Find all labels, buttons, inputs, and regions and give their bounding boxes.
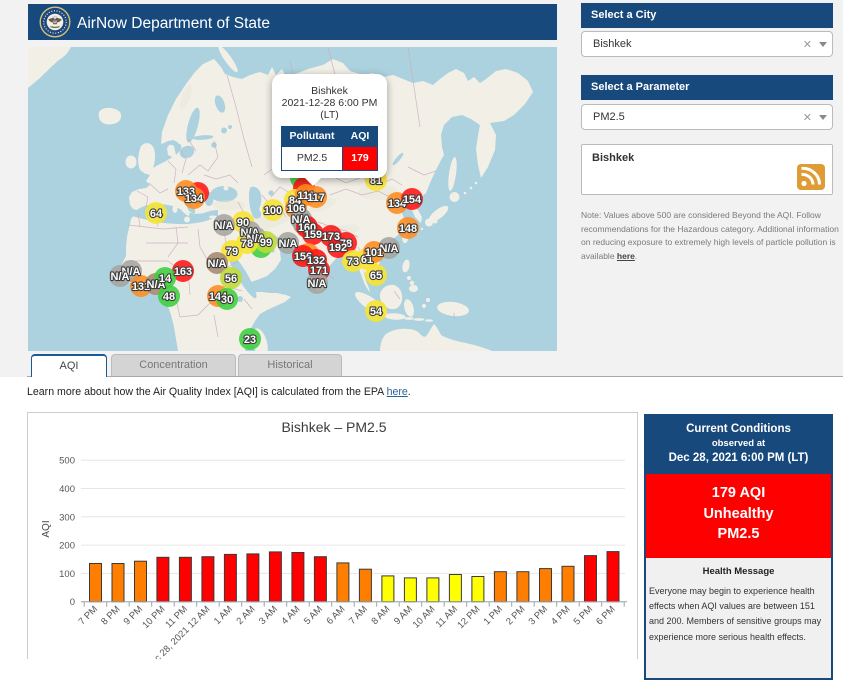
svg-text:100: 100 <box>264 205 282 217</box>
svg-text:23: 23 <box>244 334 256 346</box>
svg-text:56: 56 <box>225 273 237 285</box>
svg-text:64: 64 <box>150 208 163 220</box>
svg-text:61: 61 <box>361 254 373 266</box>
svg-text:N/A: N/A <box>215 220 234 232</box>
svg-text:10 PM: 10 PM <box>140 604 167 631</box>
svg-text:163: 163 <box>174 266 192 278</box>
svg-text:5 PM: 5 PM <box>572 604 596 628</box>
svg-text:192: 192 <box>329 242 347 254</box>
svg-text:78: 78 <box>340 238 352 250</box>
svg-text:0: 0 <box>70 597 75 608</box>
svg-text:48: 48 <box>163 291 175 303</box>
svg-text:1 AM: 1 AM <box>212 604 235 627</box>
svg-text:6 PM: 6 PM <box>594 604 618 628</box>
svg-text:134: 134 <box>185 193 204 205</box>
svg-text:400: 400 <box>59 484 75 495</box>
svg-text:7 PM: 7 PM <box>77 604 101 628</box>
svg-text:101: 101 <box>365 247 383 259</box>
svg-text:156: 156 <box>294 251 312 263</box>
svg-text:N/A: N/A <box>111 271 130 283</box>
svg-text:8 AM: 8 AM <box>369 604 392 627</box>
svg-text:3 PM: 3 PM <box>527 604 551 628</box>
svg-text:N/A: N/A <box>147 279 166 291</box>
svg-text:3 AM: 3 AM <box>257 604 280 627</box>
svg-text:N/A: N/A <box>279 238 298 250</box>
svg-text:65: 65 <box>370 270 382 282</box>
svg-text:2 PM: 2 PM <box>504 604 528 628</box>
svg-text:6 AM: 6 AM <box>324 604 347 627</box>
svg-text:173: 173 <box>322 231 340 243</box>
svg-text:N/A: N/A <box>241 227 260 239</box>
svg-text:73: 73 <box>347 256 359 268</box>
svg-text:1 PM: 1 PM <box>482 604 506 628</box>
svg-text:5 AM: 5 AM <box>302 604 325 627</box>
svg-text:79: 79 <box>226 246 238 258</box>
svg-text:200: 200 <box>59 541 75 552</box>
svg-text:12 PM: 12 PM <box>455 604 482 631</box>
svg-text:AQI: AQI <box>41 520 52 537</box>
svg-text:160: 160 <box>298 222 316 234</box>
svg-text:131: 131 <box>132 281 150 293</box>
svg-text:117: 117 <box>307 192 325 204</box>
svg-text:300: 300 <box>59 512 75 523</box>
svg-text:N/A: N/A <box>380 243 399 255</box>
svg-text:Bishkek – PM2.5: Bishkek – PM2.5 <box>281 419 386 435</box>
svg-text:84: 84 <box>289 195 302 207</box>
svg-text:90: 90 <box>237 217 249 229</box>
svg-text:8 PM: 8 PM <box>99 604 123 628</box>
svg-text:14: 14 <box>159 273 172 285</box>
svg-text:148: 148 <box>399 223 417 235</box>
svg-text:159: 159 <box>304 229 322 241</box>
svg-text:111: 111 <box>297 190 314 202</box>
svg-text:7 AM: 7 AM <box>347 604 370 627</box>
svg-text:N/A: N/A <box>122 266 141 278</box>
svg-text:500: 500 <box>59 456 75 467</box>
svg-text:2 AM: 2 AM <box>234 604 257 627</box>
svg-text:99: 99 <box>260 237 272 249</box>
svg-text:144: 144 <box>209 291 228 303</box>
svg-text:N/A: N/A <box>308 278 327 290</box>
svg-text:106: 106 <box>287 203 305 215</box>
svg-text:30: 30 <box>221 294 233 306</box>
svg-text:78: 78 <box>241 238 253 250</box>
svg-text:N/A: N/A <box>292 214 311 226</box>
svg-text:4 PM: 4 PM <box>549 604 573 628</box>
svg-text:134: 134 <box>388 198 407 210</box>
svg-text:132: 132 <box>307 255 325 267</box>
svg-text:N/A: N/A <box>247 233 266 245</box>
svg-text:171: 171 <box>310 265 328 277</box>
svg-text:N/A: N/A <box>208 258 227 270</box>
svg-text:154: 154 <box>403 194 422 206</box>
svg-text:11 AM: 11 AM <box>434 604 460 630</box>
svg-text:10 AM: 10 AM <box>411 604 438 631</box>
svg-text:133: 133 <box>177 186 195 198</box>
svg-text:54: 54 <box>370 306 383 318</box>
svg-text:100: 100 <box>59 569 75 580</box>
svg-text:4 AM: 4 AM <box>279 604 302 627</box>
